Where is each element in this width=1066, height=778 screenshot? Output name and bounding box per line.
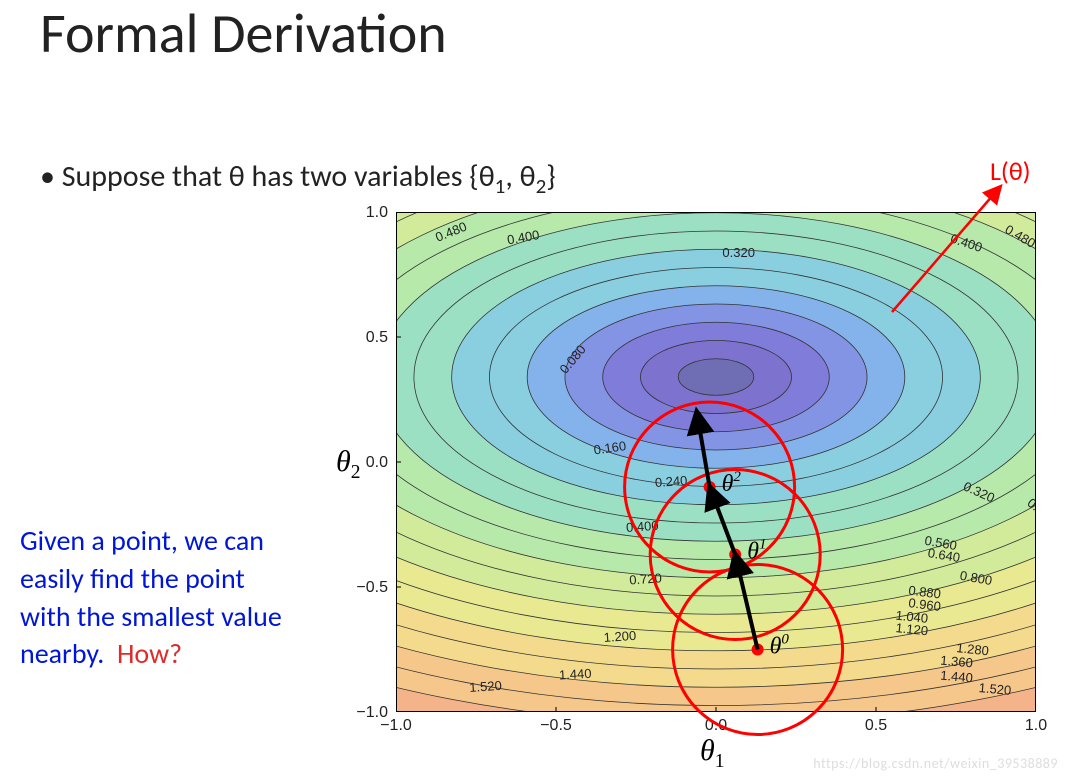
overlay-annotations: −1.0−0.50.00.51.0−1.0−0.50.00.51.0θ0θ1θ2 xyxy=(0,0,1066,778)
svg-text:θ0: θ0 xyxy=(770,632,790,660)
svg-text:−0.5: −0.5 xyxy=(540,717,572,734)
svg-text:1.0: 1.0 xyxy=(1025,717,1047,734)
svg-text:−0.5: −0.5 xyxy=(356,579,388,596)
svg-text:θ2: θ2 xyxy=(722,469,742,497)
svg-text:−1.0: −1.0 xyxy=(356,704,388,721)
svg-text:0.5: 0.5 xyxy=(366,329,388,346)
svg-text:0.0: 0.0 xyxy=(366,454,388,471)
svg-text:1.0: 1.0 xyxy=(366,204,388,221)
svg-text:0.5: 0.5 xyxy=(865,717,887,734)
watermark: https://blog.csdn.net/weixin_39538889 xyxy=(813,755,1058,772)
